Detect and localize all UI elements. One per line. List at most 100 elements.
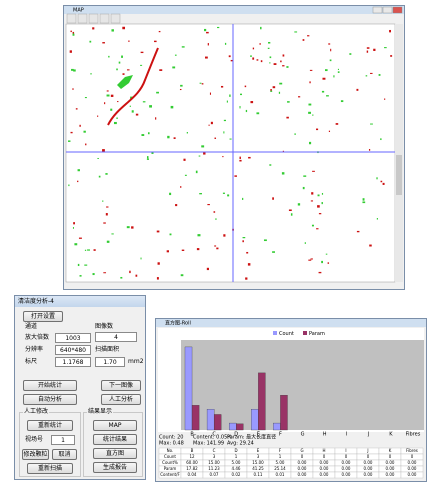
particle xyxy=(129,270,131,274)
particle xyxy=(252,47,255,50)
group-label: 结果显示 xyxy=(87,407,114,417)
particle xyxy=(282,150,284,152)
particle xyxy=(73,222,75,225)
particle xyxy=(135,274,138,277)
resolution[interactable]: 640*480 xyxy=(55,345,91,355)
particle xyxy=(122,73,125,75)
particle xyxy=(373,48,376,51)
particle xyxy=(242,197,244,200)
legend-label: Count xyxy=(279,331,294,337)
tool-pointer[interactable] xyxy=(66,13,77,24)
particle xyxy=(321,202,323,205)
scroll-thumb[interactable] xyxy=(396,155,402,195)
table-text: 0.00 xyxy=(364,472,373,477)
particle xyxy=(169,233,172,236)
particle xyxy=(209,92,211,95)
tool-pen[interactable] xyxy=(88,13,99,24)
table-text: 0 xyxy=(345,454,348,459)
recount-button[interactable]: 重新统计 xyxy=(27,420,73,431)
particle xyxy=(226,100,228,103)
particle xyxy=(73,69,76,72)
particle xyxy=(180,84,183,87)
particle xyxy=(206,31,209,34)
manual-button[interactable]: 人工分析 xyxy=(101,394,141,405)
stats-button[interactable]: 统计结果 xyxy=(93,434,137,445)
particle xyxy=(297,203,301,206)
table-text: 0.00 xyxy=(408,472,417,477)
table-text: 0.11 xyxy=(254,472,263,477)
particle xyxy=(325,69,328,72)
results-group: 结果显示 xyxy=(83,407,143,477)
tool-search[interactable] xyxy=(99,13,110,24)
x-tick-label: G xyxy=(301,432,305,438)
particle xyxy=(229,138,232,140)
maximize-button[interactable] xyxy=(382,6,393,14)
particle xyxy=(302,186,305,190)
table-text: 0.00 xyxy=(320,466,329,471)
particle xyxy=(147,132,150,135)
modify-button[interactable]: 修改颗粒 xyxy=(22,449,49,460)
particle xyxy=(369,244,372,247)
particle xyxy=(83,130,86,133)
table-text: 15.00 xyxy=(208,460,220,465)
particle xyxy=(155,117,157,120)
table-text: 5.00 xyxy=(276,460,285,465)
particle xyxy=(121,55,123,58)
particle xyxy=(108,55,110,58)
particle xyxy=(311,224,314,227)
manual-group: 人工修改 xyxy=(19,407,81,477)
particle xyxy=(131,110,134,113)
bar xyxy=(236,423,244,431)
table-text: 0.00 xyxy=(298,460,307,465)
particle xyxy=(252,57,255,60)
scale[interactable]: 1.1768 xyxy=(55,357,91,367)
table-text: 0.00 xyxy=(364,460,373,465)
particle xyxy=(72,33,75,36)
report-button[interactable]: 生成报告 xyxy=(93,462,137,473)
particle xyxy=(216,247,219,250)
particle xyxy=(205,56,208,59)
tool-zoom[interactable] xyxy=(77,13,88,24)
particle xyxy=(302,39,305,41)
table-text: Param xyxy=(164,466,177,471)
particle xyxy=(77,169,80,172)
particle xyxy=(245,277,248,280)
table-text: 0.00 xyxy=(320,472,329,477)
table-text: 0 xyxy=(301,454,304,459)
particle xyxy=(78,237,82,239)
table-text: 25.14 xyxy=(274,466,286,471)
image-count[interactable]: 4 xyxy=(95,332,137,342)
particle xyxy=(208,124,210,126)
rescan-button[interactable]: 重新扫描 xyxy=(27,463,73,474)
table-text: 0.00 xyxy=(342,472,351,477)
histogram-button[interactable]: 直方图 xyxy=(93,448,137,459)
minimize-button[interactable] xyxy=(372,6,383,14)
particle xyxy=(196,248,200,251)
particle xyxy=(240,93,242,96)
table-text: Count% xyxy=(162,460,178,465)
particle xyxy=(84,97,87,99)
particle xyxy=(166,250,169,253)
field[interactable]: 1 xyxy=(51,435,75,445)
start-button[interactable]: 开始统计 xyxy=(23,380,77,391)
particle xyxy=(368,149,371,151)
scrollbar[interactable] xyxy=(395,24,403,282)
tool-grid[interactable] xyxy=(110,13,121,24)
particle xyxy=(140,51,144,54)
particle xyxy=(370,123,373,125)
magnification[interactable]: 1003 xyxy=(55,333,91,343)
cancel-button[interactable]: 取消 xyxy=(52,449,77,460)
magnification-label: 放大倍数 xyxy=(25,334,50,341)
particle xyxy=(68,140,71,142)
next-button[interactable]: 下一图像 xyxy=(101,380,141,391)
particle xyxy=(333,75,335,78)
close-button[interactable] xyxy=(392,6,403,14)
particle xyxy=(156,230,160,233)
scan-area[interactable]: 1.70 xyxy=(95,357,125,367)
open-button[interactable]: 打开设置 xyxy=(23,311,63,322)
particle xyxy=(74,243,78,246)
map-button[interactable]: MAP xyxy=(93,420,137,431)
auto-button[interactable]: 自动分析 xyxy=(23,394,77,405)
particle xyxy=(113,121,117,125)
table-text: 12 xyxy=(189,454,195,459)
